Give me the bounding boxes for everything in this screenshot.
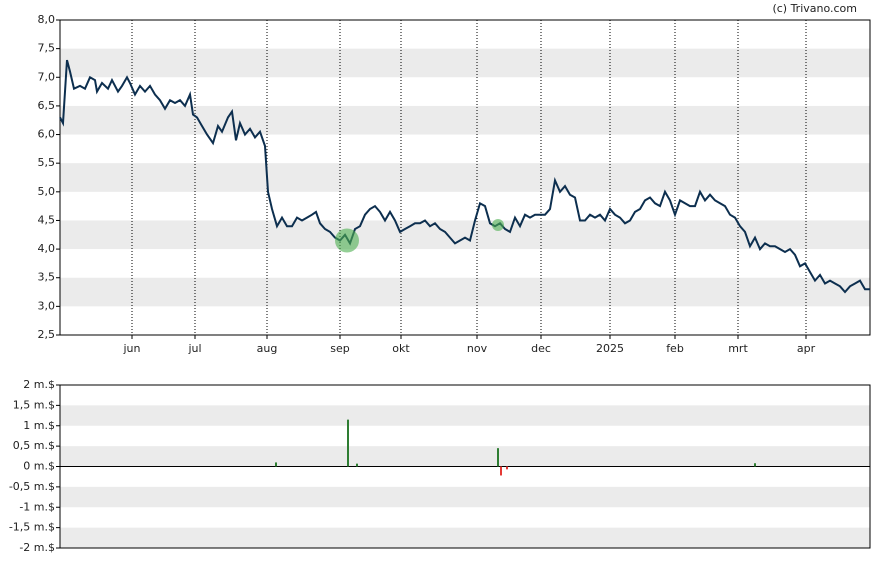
source: (c) Trivano.com bbox=[772, 2, 857, 15]
grid-band bbox=[60, 163, 870, 192]
grid-band bbox=[60, 48, 870, 78]
x-tick-label: mrt bbox=[728, 342, 748, 355]
y-tick-label: 7,0 bbox=[38, 70, 56, 83]
price-line bbox=[59, 59, 870, 294]
trade-marker bbox=[492, 219, 504, 232]
y-tick-label: 4,0 bbox=[38, 242, 56, 255]
y-tick-label: -1,5 m.$ bbox=[9, 521, 55, 534]
bar bbox=[275, 462, 277, 467]
grid-band bbox=[60, 220, 870, 250]
bar bbox=[356, 463, 358, 467]
x-tick-label: sep bbox=[330, 342, 349, 355]
x-tick-label: feb bbox=[666, 342, 684, 355]
y-tick-label: 0,5 m.$ bbox=[13, 439, 55, 452]
y-tick-label: 3,5 bbox=[38, 271, 56, 284]
x-tick-label: dec bbox=[531, 342, 551, 355]
y-tick-label: 5,5 bbox=[38, 156, 56, 169]
x-tick-label: 2025 bbox=[596, 342, 624, 355]
y-tick-label: 5,0 bbox=[38, 185, 56, 198]
x-tick-label: jun bbox=[123, 342, 141, 355]
bar bbox=[497, 448, 499, 467]
x-tick-label: jul bbox=[187, 342, 201, 355]
x-tick-label: aug bbox=[257, 342, 278, 355]
y-tick-label: 0 m.$ bbox=[23, 460, 55, 473]
bar bbox=[500, 466, 502, 476]
grid-band bbox=[60, 405, 870, 426]
bar bbox=[347, 419, 349, 467]
y-tick-label: -0,5 m.$ bbox=[9, 480, 55, 493]
y-tick-label: 6,5 bbox=[38, 99, 56, 112]
y-tick-label: 2 m.$ bbox=[23, 378, 55, 391]
bar bbox=[754, 463, 756, 467]
grid-band bbox=[60, 486, 870, 508]
y-tick-label: 1,5 m.$ bbox=[13, 398, 55, 411]
y-tick-label: 7,5 bbox=[38, 42, 56, 55]
grid-band bbox=[60, 446, 870, 467]
y-tick-label: -1 m.$ bbox=[19, 500, 55, 513]
plot-frame bbox=[59, 19, 871, 336]
y-tick-label: 8,0 bbox=[38, 13, 56, 26]
y-tick-label: 6,0 bbox=[38, 128, 56, 141]
y-tick-label: 1 m.$ bbox=[23, 419, 55, 432]
y-tick-label: 2,5 bbox=[38, 328, 56, 341]
x-tick-label: okt bbox=[392, 342, 410, 355]
trade-marker bbox=[335, 228, 359, 253]
y-tick-label: 3,0 bbox=[38, 299, 56, 312]
x-tick-label: apr bbox=[797, 342, 816, 355]
grid-band bbox=[60, 277, 870, 307]
bar bbox=[506, 466, 508, 470]
grid-band bbox=[60, 527, 870, 548]
y-tick-label: 4,5 bbox=[38, 213, 56, 226]
x-tick-label: nov bbox=[467, 342, 488, 355]
grid-band bbox=[60, 105, 870, 135]
y-tick-label: -2 m.$ bbox=[19, 541, 55, 554]
